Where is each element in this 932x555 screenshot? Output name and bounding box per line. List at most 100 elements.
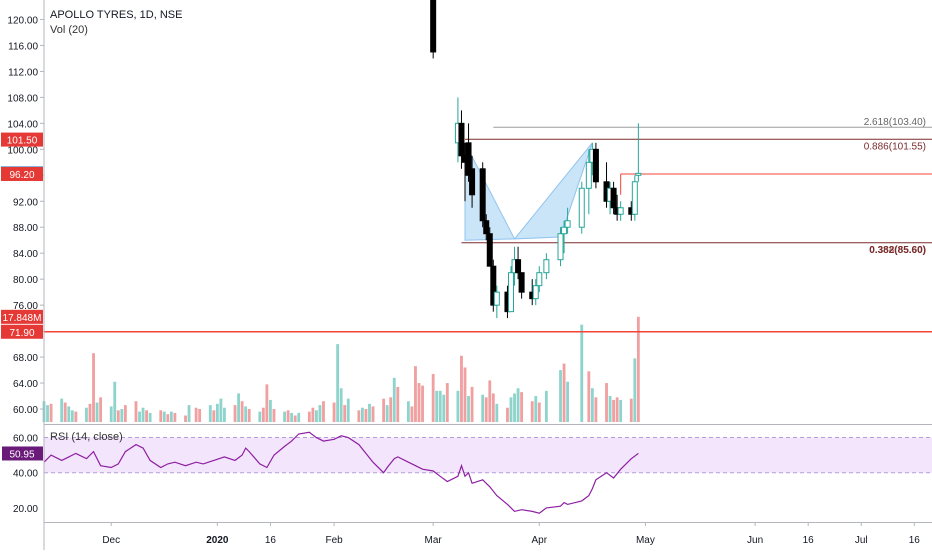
- time-tick-label: May: [636, 535, 655, 546]
- candle-body: [592, 148, 599, 183]
- candle-body: [536, 272, 543, 287]
- time-tick-label: 16: [909, 535, 921, 546]
- candle-body: [493, 291, 500, 306]
- volume-bar: [442, 394, 446, 422]
- fib-level-label: 2.618(103.40): [864, 117, 926, 128]
- volume-bar: [410, 406, 414, 422]
- volume-bar: [421, 385, 424, 422]
- volume-bar: [580, 324, 584, 422]
- candle-body: [469, 168, 476, 196]
- volume-bar: [314, 410, 318, 422]
- price-tag-bg: [1, 324, 43, 339]
- volume-bar: [534, 396, 538, 422]
- volume-bar: [633, 358, 637, 422]
- volume-bar: [612, 399, 616, 422]
- volume-bar: [261, 407, 265, 422]
- volume-bar: [290, 412, 294, 422]
- candle-body: [564, 220, 571, 228]
- price-tick-label: 88.00: [13, 223, 38, 234]
- rsi-tick-label: 20.00: [13, 504, 38, 515]
- volume-bar: [537, 402, 541, 422]
- volume-bar: [283, 411, 286, 422]
- price-tag: 96.20: [9, 170, 34, 181]
- volume-bar: [134, 401, 138, 422]
- volume-bar: [123, 405, 127, 422]
- volume-bar: [67, 406, 71, 422]
- volume-bar: [445, 383, 449, 422]
- volume-bar: [346, 398, 350, 422]
- candle-body: [479, 168, 486, 222]
- volume-bar: [169, 411, 173, 422]
- candle-body: [631, 181, 638, 215]
- volume-bar: [240, 401, 244, 422]
- rsi-tick-label: 40.00: [13, 469, 38, 480]
- volume-bar: [615, 397, 619, 422]
- volume-bar: [194, 407, 198, 422]
- volume-bar: [467, 396, 470, 422]
- price-tag-bg: [1, 309, 43, 324]
- axes: 120.00116.00112.00108.00104.00100.0096.0…: [7, 0, 932, 550]
- volume-bar: [237, 393, 240, 422]
- volume-bar: [470, 386, 474, 422]
- volume-bar: [138, 411, 141, 422]
- volume-bar: [70, 410, 74, 422]
- candle-body: [507, 272, 514, 313]
- candle-body: [490, 265, 497, 306]
- candles: [430, 0, 642, 319]
- time-tick-label: Dec: [102, 535, 120, 546]
- pattern-triangle-right: [513, 142, 593, 240]
- rsi-pane: 60.00 40.00 20.00 50.95: [2, 431, 932, 515]
- volume-bar: [113, 381, 117, 422]
- price-tick-label: 84.00: [13, 249, 38, 260]
- candle-body: [610, 187, 617, 209]
- price-tick-label: 120.00: [7, 15, 38, 26]
- price-tick-label: 112.00: [8, 67, 38, 78]
- volume-bar: [116, 410, 120, 422]
- volume-bar: [212, 410, 216, 422]
- volume-bar: [368, 403, 371, 422]
- volume-bar: [385, 405, 389, 422]
- volume-bar: [269, 399, 272, 422]
- volume-bar: [559, 370, 562, 422]
- volume-bar: [244, 406, 248, 422]
- volume-bar: [516, 388, 520, 422]
- price-tick-label: 76.00: [13, 301, 38, 312]
- price-tick-label: 64.00: [13, 379, 38, 390]
- volume-bar: [173, 412, 177, 422]
- volume-bar: [46, 405, 49, 422]
- price-tag-bg: [1, 166, 43, 181]
- fib-overprint-label: 0.388(85.60): [869, 245, 926, 256]
- price-tick-label: 92.00: [13, 197, 38, 208]
- candle-body: [483, 220, 490, 235]
- time-tick-label: 16: [265, 535, 277, 546]
- price-tag: 17.848M: [3, 313, 42, 324]
- time-tick-label: Feb: [325, 535, 343, 546]
- volume-bar: [74, 411, 78, 422]
- volume-bar: [590, 388, 594, 422]
- volume-bar: [544, 390, 548, 422]
- volume-bar: [258, 411, 262, 422]
- price-tick-label: 80.00: [13, 275, 38, 286]
- volume-bar: [605, 383, 608, 422]
- volume-bar: [357, 410, 361, 422]
- volume-bar: [530, 401, 534, 422]
- volume-bar: [364, 409, 368, 422]
- candle-body: [486, 233, 493, 267]
- rsi-legend: RSI (14, close): [50, 431, 123, 443]
- volume-bar: [629, 398, 633, 422]
- volume-bar: [417, 383, 421, 422]
- overlays: 2.618(103.40) 0.886(101.55) 0.382(85.60)0.…: [44, 117, 932, 333]
- volume-bar: [513, 393, 516, 422]
- time-tick-label: Jun: [747, 535, 763, 546]
- price-tag: 71.90: [9, 328, 34, 339]
- volume-bar: [49, 403, 53, 422]
- volume-bar: [339, 388, 343, 422]
- volume-bar: [120, 409, 124, 422]
- volume-bar: [272, 409, 276, 422]
- volume-bar: [481, 394, 485, 422]
- candle-body: [578, 187, 585, 228]
- price-tick-label: 108.00: [7, 93, 38, 104]
- volume-bar: [247, 409, 251, 422]
